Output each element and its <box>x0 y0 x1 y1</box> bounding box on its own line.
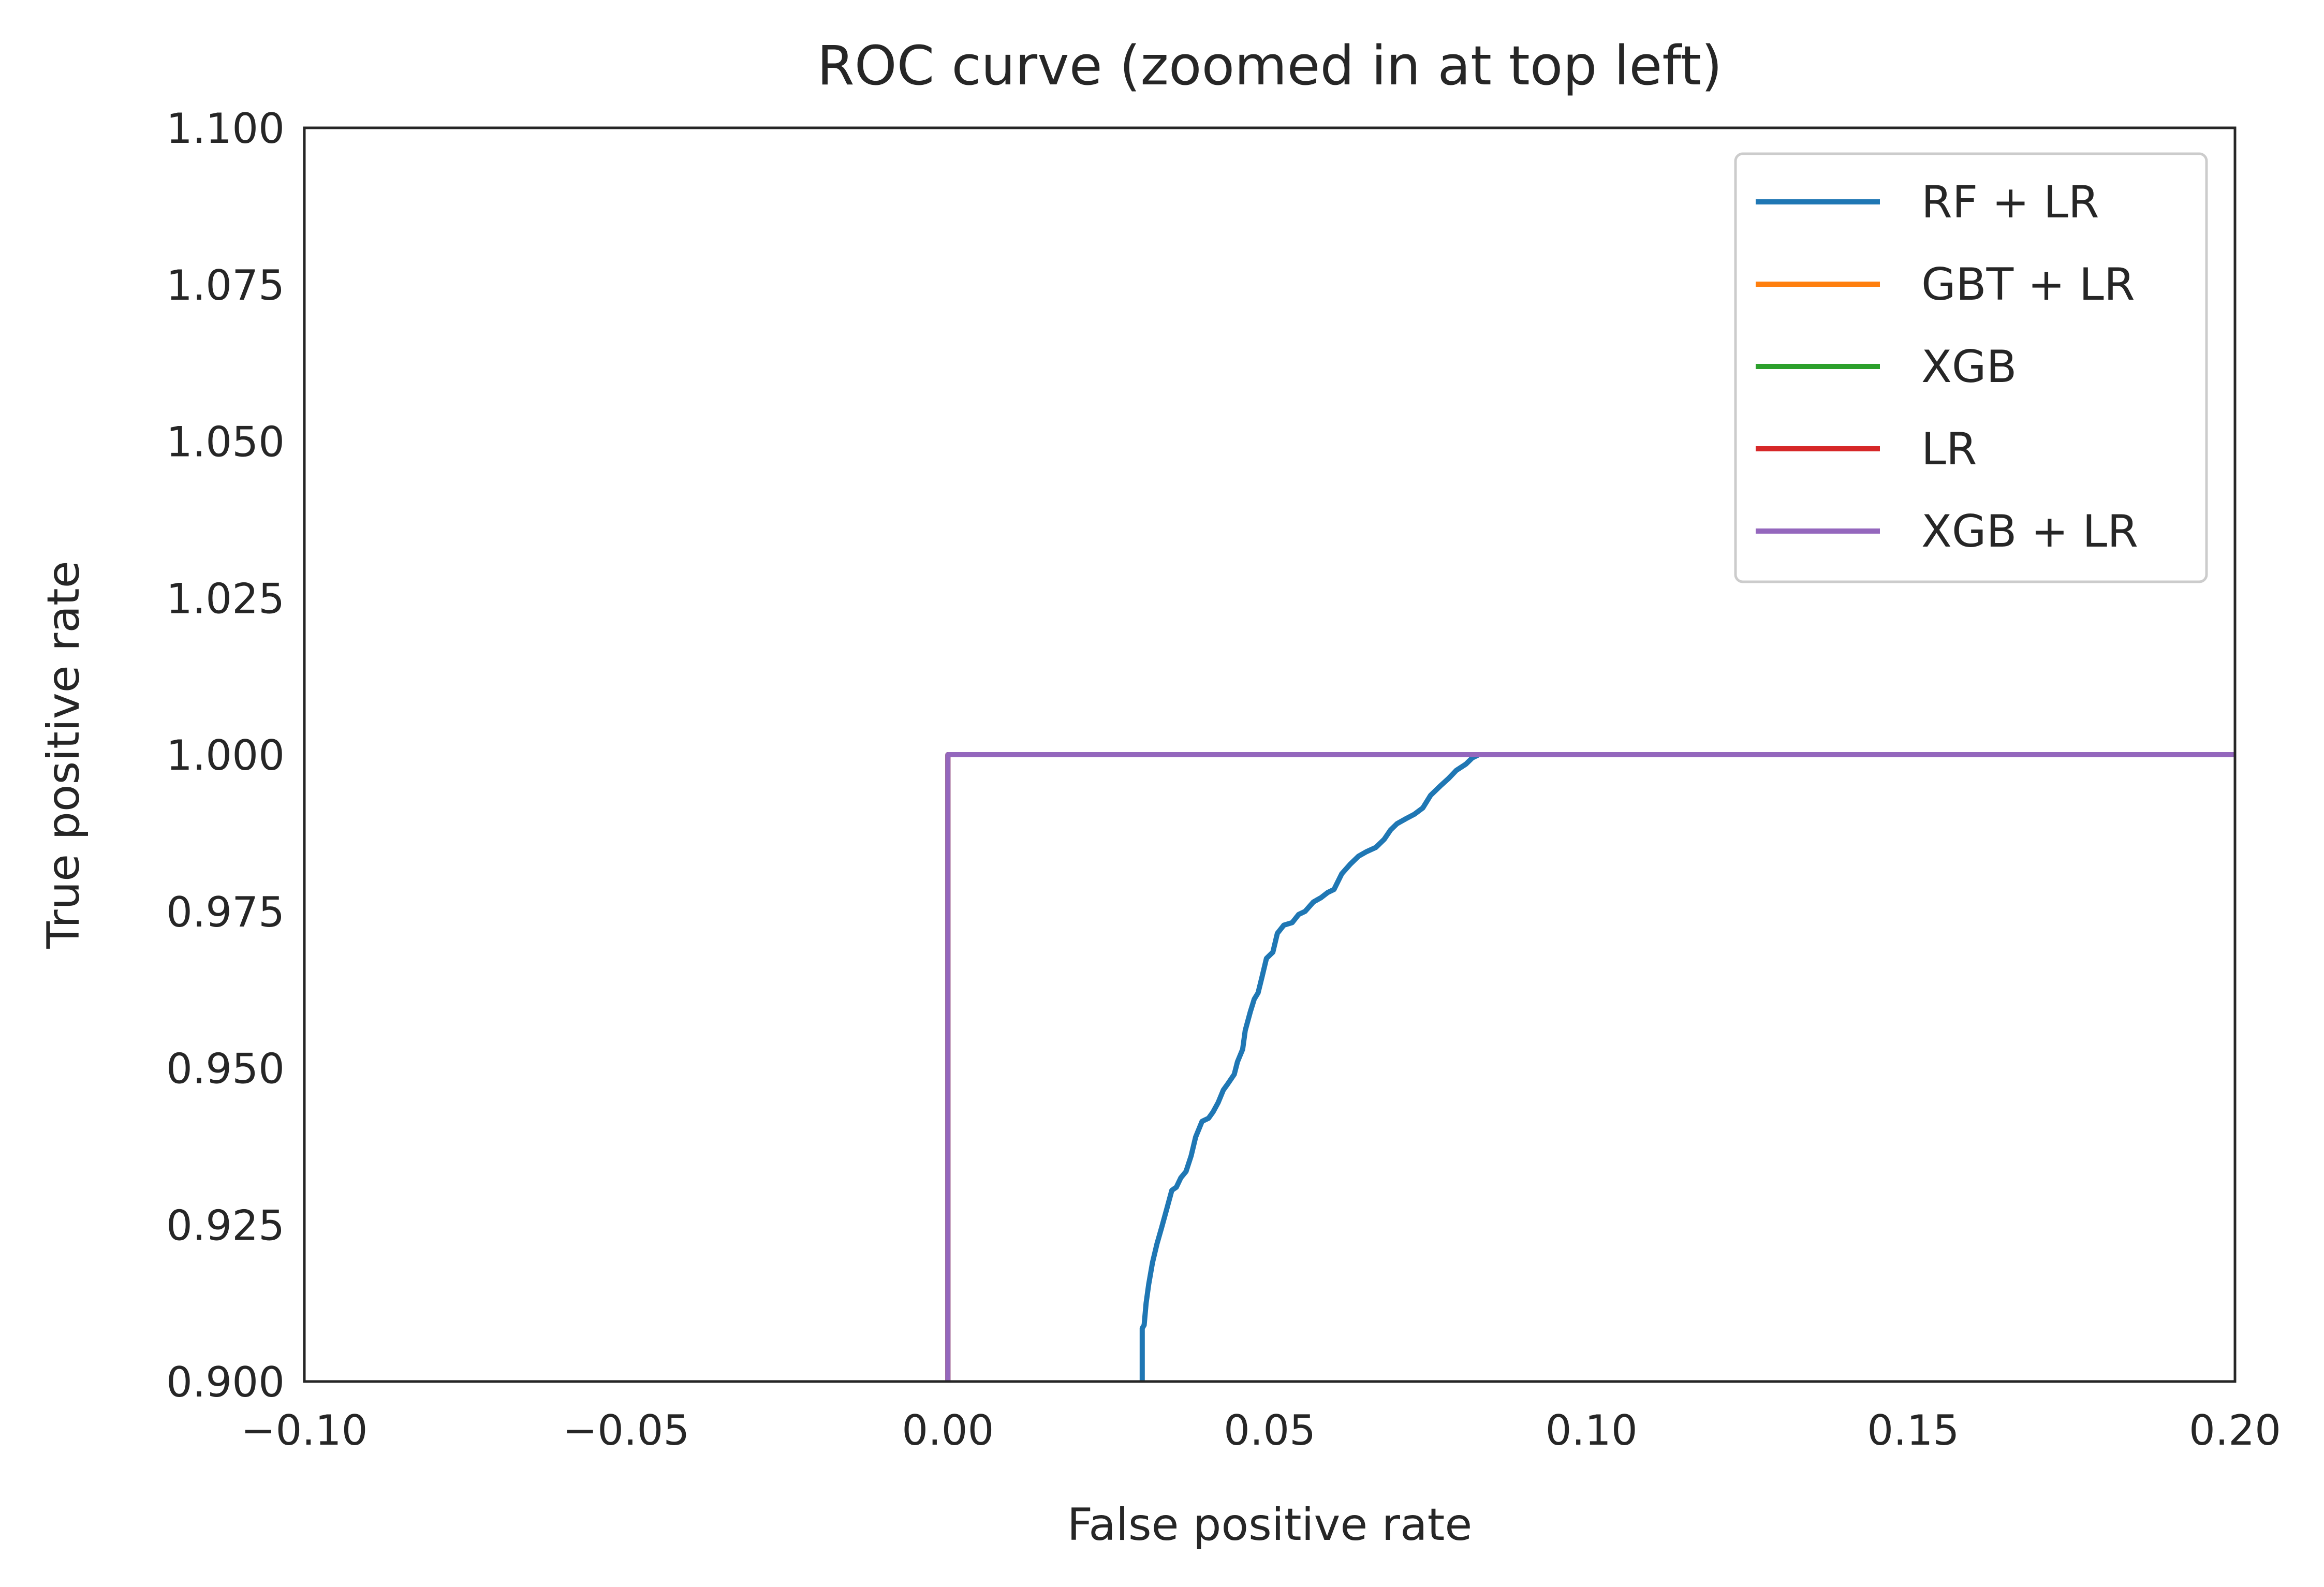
x-tick-label: −0.05 <box>563 1406 689 1454</box>
y-tick-labels: 0.900 0.925 0.950 0.975 1.000 1.025 1.050 1.075… <box>166 105 285 1406</box>
y-tick-label: 1.050 <box>166 418 285 466</box>
y-tick-label: 0.900 <box>166 1358 285 1406</box>
x-tick-label: 0.10 <box>1546 1406 1638 1454</box>
y-tick-label: 0.925 <box>166 1201 285 1250</box>
chart-title: ROC curve (zoomed in at top left) <box>817 34 1723 97</box>
x-tick-label: 0.05 <box>1224 1406 1316 1454</box>
x-tick-label: 0.20 <box>2189 1406 2281 1454</box>
y-tick-label: 1.075 <box>166 261 285 310</box>
series-layer <box>945 752 2235 1382</box>
x-tick-label: 0.15 <box>1867 1406 1959 1454</box>
legend-label: RF + LR <box>1921 177 2099 228</box>
series-line-rf-lr <box>1139 752 1531 1382</box>
legend-label: XGB + LR <box>1921 506 2138 557</box>
x-tick-label: −0.10 <box>241 1406 367 1454</box>
legend: RF + LR GBT + LR XGB LR XGB + LR <box>1734 152 2208 583</box>
x-tick-label: 0.00 <box>902 1406 994 1454</box>
legend-frame <box>1734 152 2208 583</box>
series-line-xgb-lr <box>945 752 2235 1382</box>
legend-label: GBT + LR <box>1921 259 2135 311</box>
plot-frame <box>303 126 2237 1383</box>
x-tick-labels: −0.10 −0.05 0.00 0.05 0.10 0.15 0.20 <box>241 1406 2281 1454</box>
y-tick-label: 0.950 <box>166 1045 285 1093</box>
y-tick-label: 0.975 <box>166 888 285 936</box>
y-tick-label: 1.025 <box>166 575 285 623</box>
y-tick-label: 1.000 <box>166 731 285 780</box>
y-axis-label: True positive rate <box>38 561 90 949</box>
legend-label: LR <box>1921 423 1977 475</box>
legend-label: XGB <box>1921 341 2017 393</box>
x-axis-label: False positive rate <box>1067 1499 1473 1551</box>
y-tick-label: 1.100 <box>166 105 285 153</box>
